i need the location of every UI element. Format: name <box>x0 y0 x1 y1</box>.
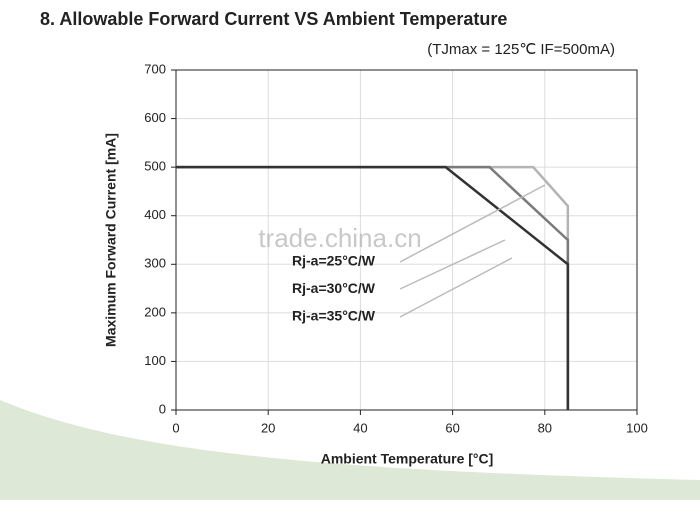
chart-title: 8. Allowable Forward Current VS Ambient … <box>40 9 507 29</box>
x-tick-label: 80 <box>538 420 552 435</box>
y-tick-label: 300 <box>144 256 166 271</box>
arrow <box>399 257 513 318</box>
background-shape <box>0 400 700 500</box>
series-line <box>176 165 570 410</box>
plot-frame <box>175 69 638 411</box>
y-axis-label: Maximum Forward Current [mA] <box>103 133 119 347</box>
x-tick-label: 40 <box>353 420 367 435</box>
y-tick-label: 400 <box>144 207 166 222</box>
x-tick-label: 100 <box>626 420 648 435</box>
x-axis-label: Ambient Temperature [°C] <box>321 451 494 467</box>
x-tick-label: 0 <box>172 420 179 435</box>
y-tick-label: 100 <box>144 353 166 368</box>
y-tick-label: 500 <box>144 159 166 174</box>
plot-area: 0 20 40 60 80 100 0 100 200 300 400 500 600 700 <box>144 61 648 435</box>
legend-label: Rj-a=25°C/W <box>292 253 376 269</box>
arrow <box>399 184 546 263</box>
y-tick-label: 0 <box>159 401 166 416</box>
y-tick-label: 600 <box>144 110 166 125</box>
y-tick-label: 200 <box>144 304 166 319</box>
x-tick-label: 60 <box>445 420 459 435</box>
chart-subtitle: (TJmax = 125℃ IF=500mA) <box>427 41 615 58</box>
legend-label: Rj-a=30°C/W <box>292 280 376 296</box>
watermark: trade.china.cn <box>258 223 421 253</box>
x-tick-label: 20 <box>261 420 275 435</box>
legend-label: Rj-a=35°C/W <box>292 308 376 324</box>
arrow <box>399 239 506 290</box>
y-tick-label: 700 <box>144 61 166 76</box>
